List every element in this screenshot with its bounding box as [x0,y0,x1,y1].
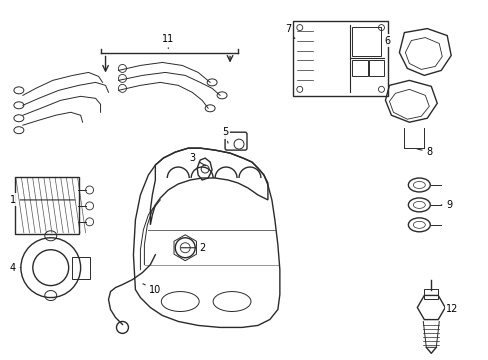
Text: 1: 1 [10,195,75,205]
Text: 9: 9 [440,200,451,210]
Text: 4: 4 [10,263,21,273]
Text: 2: 2 [181,243,205,253]
Text: 12: 12 [445,305,457,315]
Text: 7: 7 [284,24,294,39]
Text: 3: 3 [189,153,205,166]
Text: 5: 5 [222,127,228,143]
Text: 8: 8 [416,147,431,157]
Text: 10: 10 [142,284,161,294]
Text: 11: 11 [162,33,174,49]
Text: 6: 6 [384,36,390,46]
